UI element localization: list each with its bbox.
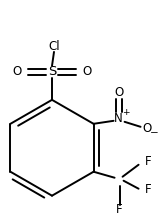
Text: +: + bbox=[122, 108, 129, 117]
Text: O: O bbox=[114, 86, 123, 99]
Text: F: F bbox=[145, 155, 151, 168]
Text: −: − bbox=[150, 128, 159, 138]
Text: Cl: Cl bbox=[48, 40, 60, 53]
Text: O: O bbox=[13, 65, 22, 78]
Text: F: F bbox=[145, 183, 151, 196]
Text: F: F bbox=[116, 203, 123, 216]
Text: N: N bbox=[114, 112, 123, 125]
Text: S: S bbox=[48, 65, 56, 78]
Text: O: O bbox=[142, 122, 151, 135]
Text: O: O bbox=[82, 65, 91, 78]
